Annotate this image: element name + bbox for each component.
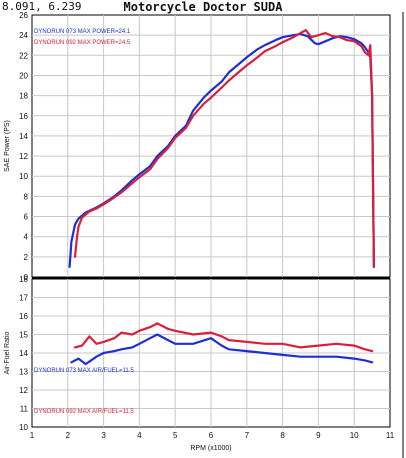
- power-y-tick-label: 24: [19, 31, 28, 40]
- cursor-coordinates: 8.091, 6.239: [2, 0, 82, 13]
- power-y-tick-label: 16: [19, 112, 28, 121]
- power-y-tick-label: 0: [24, 273, 29, 282]
- rpm-axis-label: RPM (x1000): [190, 445, 231, 452]
- power-y-tick-label: 22: [19, 51, 28, 60]
- power-y-tick-label: 14: [19, 132, 28, 141]
- rpm-x-tick-label: 10: [350, 431, 359, 440]
- rpm-x-tick-label: 6: [209, 431, 214, 440]
- afr-y-tick-label: 11: [20, 405, 29, 414]
- power-axis-label: SAE Power (PS): [4, 120, 11, 172]
- power-y-tick-label: 10: [19, 172, 28, 181]
- afr-annotation-blue: DYNORUN 073 MAX AIR/FUEL=11.5: [34, 368, 134, 374]
- rpm-x-tick-label: 3: [101, 431, 106, 440]
- afr-y-tick-label: 17: [19, 294, 28, 303]
- power-y-tick-label: 8: [24, 192, 29, 201]
- power-y-tick-label: 26: [19, 11, 28, 20]
- rpm-x-tick-label: 5: [173, 431, 178, 440]
- rpm-x-tick-label: 2: [66, 431, 71, 440]
- afr-y-tick-label: 12: [19, 386, 28, 395]
- rpm-x-tick-label: 4: [137, 431, 142, 440]
- rpm-x-tick-label: 11: [386, 431, 395, 440]
- power-y-tick-label: 20: [19, 71, 28, 80]
- power-series-blue-line: [68, 32, 375, 268]
- afr-y-tick-label: 14: [19, 349, 28, 358]
- power-y-tick-label: 18: [19, 92, 28, 101]
- power-series-red-line: [73, 29, 375, 268]
- chart-title: Motorcycle Doctor SUDA: [123, 0, 283, 14]
- afr-series-red-line: [73, 322, 374, 353]
- rpm-x-tick-label: 7: [245, 431, 250, 440]
- afr-y-tick-label: 10: [19, 423, 28, 432]
- afr-y-tick-label: 15: [19, 331, 28, 340]
- rpm-x-tick-label: 8: [280, 431, 285, 440]
- power-annotation-red: DYNORUN 092 MAX POWER=24.5: [34, 40, 131, 46]
- afr-y-tick-label: 18: [19, 275, 28, 284]
- afr-y-tick-label: 13: [19, 368, 28, 377]
- power-y-tick-label: 12: [19, 152, 28, 161]
- power-y-tick-label: 2: [24, 253, 29, 262]
- rpm-x-tick-label: 9: [316, 431, 321, 440]
- afr-series-blue-line: [70, 333, 374, 366]
- power-y-tick-label: 4: [24, 233, 29, 242]
- power-y-tick-label: 6: [24, 213, 29, 222]
- power-annotation-blue: DYNORUN 073 MAX POWER=24.1: [34, 29, 131, 35]
- rpm-x-tick-label: 1: [30, 431, 35, 440]
- afr-axis-label: Air-Fuel Ratio: [4, 332, 11, 375]
- afr-y-tick-label: 16: [19, 312, 28, 321]
- afr-annotation-red: DYNORUN 092 MAX AIR/FUEL=11.5: [34, 409, 134, 415]
